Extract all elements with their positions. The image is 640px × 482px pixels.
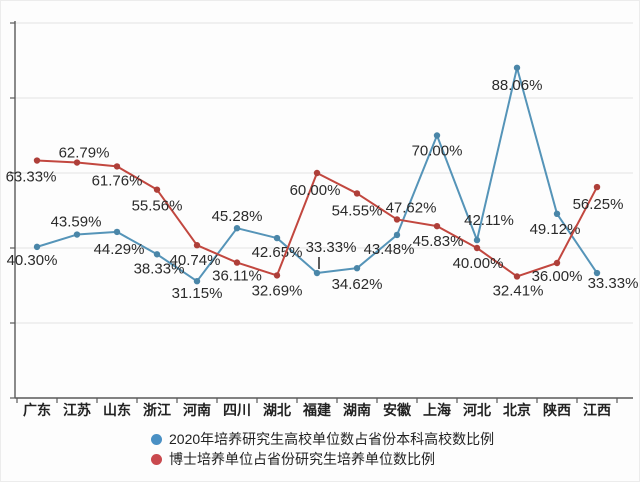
- x-axis-label: 江苏: [63, 402, 91, 418]
- data-point-marker: [33, 157, 41, 164]
- data-point-marker: [193, 277, 201, 285]
- data-point-label: 63.33%: [6, 169, 57, 186]
- data-point-label: 49.12%: [530, 221, 581, 238]
- x-axis-label: 江西: [583, 402, 611, 418]
- data-point-marker: [353, 264, 361, 272]
- x-axis-label: 上海: [423, 402, 451, 418]
- legend-marker-red-icon: [151, 453, 162, 465]
- data-point-marker: [113, 228, 121, 236]
- data-point-marker: [273, 234, 281, 242]
- x-axis-label: 北京: [503, 402, 531, 418]
- x-axis-label: 广东: [23, 402, 51, 418]
- data-point-marker: [33, 243, 41, 251]
- x-axis-label: 山东: [103, 402, 131, 418]
- data-point-label: 56.25%: [573, 196, 624, 213]
- data-point-marker: [153, 186, 161, 193]
- x-axis-label: 河南: [183, 402, 211, 418]
- x-axis-label: 湖北: [263, 402, 291, 418]
- data-point-label: 42.11%: [464, 212, 514, 229]
- data-point-marker: [513, 273, 521, 280]
- data-point-label: 32.41%: [493, 282, 544, 299]
- x-axis-label: 安徽: [383, 402, 412, 418]
- legend-item-series-blue: 2020年培养研究生高校单位数占省份本科高校数比例: [151, 430, 494, 448]
- x-axis-label: 福建: [302, 402, 331, 418]
- data-point-label: 61.76%: [92, 172, 143, 189]
- data-point-marker: [233, 225, 241, 232]
- data-point-marker: [73, 159, 81, 166]
- x-axis-label: 河北: [463, 402, 491, 418]
- data-point-label: 54.55%: [332, 202, 383, 219]
- data-point-label: 40.00%: [453, 255, 504, 272]
- data-point-label: 33.33%: [588, 275, 639, 292]
- data-point-label: 45.28%: [212, 208, 263, 225]
- data-point-marker: [393, 231, 401, 239]
- x-axis-label: 浙江: [143, 402, 171, 418]
- data-point-marker: [593, 269, 601, 277]
- data-point-label: 32.69%: [252, 282, 303, 299]
- data-point-marker: [553, 259, 561, 267]
- data-point-marker: [353, 190, 361, 197]
- data-point-label: 40.74%: [170, 252, 221, 269]
- data-point-label: 38.33%: [134, 260, 185, 277]
- legend-label-series-blue: 2020年培养研究生高校单位数占省份本科高校数比例: [169, 431, 495, 447]
- data-point-label: 33.33%: [306, 239, 357, 256]
- data-point-label: 36.11%: [212, 268, 262, 285]
- data-point-label: 70.00%: [412, 143, 463, 160]
- chart-legend: 2020年培养研究生高校单位数占省份本科高校数比例 博士培养单位占省份研究生培养…: [151, 430, 494, 468]
- legend-marker-blue-icon: [151, 433, 162, 445]
- data-point-marker: [113, 163, 121, 170]
- legend-label-series-red: 博士培养单位占省份研究生培养单位数比例: [169, 451, 435, 467]
- data-point-marker: [433, 132, 441, 139]
- data-point-label: 62.79%: [59, 145, 110, 162]
- data-point-label: 88.06%: [492, 77, 543, 94]
- data-point-marker: [193, 242, 201, 249]
- data-point-marker: [313, 269, 321, 277]
- line-chart: 广东 江苏 山东 浙江 河南 四川 湖北 福建 湖南 安徽 上海 河北 北京 陕西 江西 40.30% 43.5…: [6, 21, 639, 418]
- x-axis-label: 陕西: [543, 402, 571, 418]
- data-point-label: 47.62%: [386, 199, 437, 216]
- x-axis-label: 湖南: [343, 402, 371, 418]
- legend-item-series-red: 博士培养单位占省份研究生培养单位数比例: [151, 450, 494, 468]
- data-point-label: 45.83%: [413, 233, 464, 250]
- x-axis-label: 四川: [223, 402, 251, 418]
- data-point-marker: [313, 169, 321, 177]
- data-point-marker: [513, 64, 521, 71]
- data-point-label: 36.00%: [532, 268, 583, 285]
- data-point-marker: [233, 259, 241, 266]
- data-point-label: 44.29%: [94, 241, 145, 258]
- data-point-marker: [273, 272, 281, 279]
- data-point-label: 43.59%: [51, 214, 102, 231]
- data-point-label: 55.56%: [132, 198, 183, 215]
- data-point-marker: [153, 251, 161, 258]
- data-point-label: 43.48%: [364, 241, 415, 258]
- data-point-marker: [593, 183, 601, 191]
- data-point-label: 31.15%: [172, 285, 223, 302]
- data-point-marker: [393, 216, 401, 223]
- data-point-marker: [473, 236, 481, 244]
- data-point-label: 40.30%: [7, 252, 58, 269]
- data-point-label: 34.62%: [332, 276, 383, 293]
- data-point-marker: [433, 222, 441, 230]
- data-point-label: 42.65%: [252, 244, 303, 261]
- data-point-marker: [73, 231, 81, 238]
- data-point-marker: [473, 244, 481, 252]
- data-point-label: 60.00%: [290, 182, 341, 199]
- data-point-marker: [553, 210, 561, 217]
